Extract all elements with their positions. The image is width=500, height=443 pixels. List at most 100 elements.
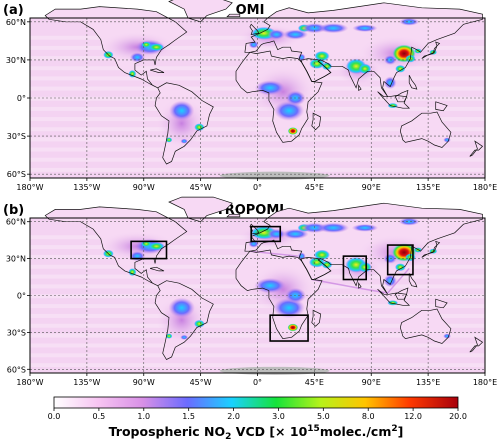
no2-hotspot [314, 51, 330, 62]
ship-track [387, 267, 410, 294]
coastline-australia [399, 308, 452, 344]
colorbar-tick-label: 0.0 [48, 412, 61, 421]
lon-label: 90°E [362, 378, 381, 387]
no2-hotspot [180, 138, 188, 144]
no2-hotspot [165, 137, 173, 143]
lon-label: 45°W [190, 183, 212, 192]
region-box-eastern-us [130, 240, 168, 260]
lat-label: 60°N [6, 18, 26, 27]
colorbar-tick-label: 20.0 [449, 412, 467, 421]
no2-hotspot [287, 127, 298, 135]
lon-label: 180°E [473, 378, 497, 387]
coastline-cuba [150, 266, 165, 272]
colorbar-tick-label: 1.0 [137, 412, 150, 421]
no2-hotspot [165, 333, 173, 339]
region-box-india [342, 255, 367, 281]
ship-track [358, 287, 388, 294]
no2-hotspot [358, 63, 372, 74]
colorbar-tick-label: 5.0 [317, 412, 330, 421]
map-frame [29, 217, 486, 374]
no2-hotspot [351, 223, 379, 232]
lat-label: 30°S [7, 132, 26, 141]
no2-hotspot [180, 334, 189, 340]
no2-hotspot [148, 242, 165, 251]
no2-hotspot [398, 218, 420, 226]
lon-label: 180°W [16, 378, 43, 387]
no2-hotspot [129, 52, 146, 63]
haze-band [30, 167, 485, 172]
no2-field [99, 218, 452, 345]
land-indonesia [377, 289, 410, 306]
panel-a-title: OMI [236, 3, 265, 18]
no2-hotspot [282, 29, 309, 40]
land-iceland [227, 14, 240, 17]
coastline-arabia-fix [301, 257, 332, 280]
lat-label: 30°N [6, 56, 26, 65]
land-greenland [169, 0, 233, 22]
no2-hotspot [148, 43, 164, 52]
coastline-cuba [150, 68, 165, 73]
no2-hotspot [318, 23, 349, 34]
map-tropomi: 60°N 30°N 0° 30°S 60°S 180°W 135°W 90°W 45°W 0° 45… [6, 196, 497, 387]
lon-label: 90°E [362, 183, 381, 192]
lon-label: 180°W [16, 183, 43, 192]
coastline-sri-lanka [358, 282, 362, 289]
lat-label: 60°S [7, 365, 26, 374]
land-madagascar [311, 310, 321, 327]
coastline-japan [421, 240, 441, 258]
coastline-philippines [408, 74, 418, 90]
coastline-eurasia [244, 2, 483, 97]
lat-label: 0° [17, 292, 26, 301]
no2-hotspot [254, 80, 286, 96]
no2-hotspot [443, 333, 452, 339]
lon-label: 135°W [73, 183, 100, 192]
coastline-madagascar [311, 309, 322, 327]
lon-label: 90°W [133, 378, 155, 387]
lon-label: 45°W [190, 378, 212, 387]
colorbar: 0.0 0.5 1.0 1.5 2.0 3.0 5.0 8.0 12.0 20.0 Troposp… [48, 396, 467, 442]
colorbar-ramp [53, 396, 459, 409]
haze-band [30, 323, 485, 328]
no2-hotspot [194, 319, 205, 328]
no2-hotspot [321, 260, 333, 269]
lon-label: 90°W [133, 183, 155, 192]
no2-hotspot [321, 62, 333, 71]
land-iceland [227, 214, 240, 217]
coastline-greenland [168, 196, 233, 223]
map-omi: 60°N 30°N 0° 30°S 60°S 180°W 135°W 90°W 45°W 0° 45… [6, 0, 497, 192]
coastline-new-zealand [469, 140, 484, 157]
region-box-east-china [386, 244, 414, 276]
panel-b-letter: (b) [3, 203, 24, 218]
no2-hotspot [273, 100, 305, 121]
lon-label: 0° [253, 378, 262, 387]
no2-hotspot [308, 257, 325, 268]
no2-hotspot [128, 70, 137, 78]
panel-a-letter: (a) [3, 3, 24, 18]
land-australia [400, 112, 451, 148]
region-box-europe [250, 225, 282, 243]
coastline-eurasia [244, 202, 483, 295]
no2-hotspot [194, 123, 205, 132]
colorbar-ticks: 0.0 0.5 1.0 1.5 2.0 3.0 5.0 8.0 12.0 20.0 [48, 408, 467, 421]
no2-hotspot [309, 58, 325, 69]
coastline-south-america [154, 82, 214, 165]
coastline-uk [249, 23, 260, 35]
coastline-greenland [168, 0, 233, 23]
no2-hotspot [267, 29, 286, 40]
lon-label: 0° [253, 183, 262, 192]
lat-label: 0° [17, 94, 26, 103]
coastline-png [435, 298, 448, 309]
coastline-new-zealand [469, 336, 484, 353]
no2-hotspot [395, 64, 406, 73]
land-indonesia [377, 91, 410, 109]
land-png [435, 101, 448, 111]
no2-hotspot [128, 268, 137, 277]
coastline-borneo [394, 287, 409, 300]
no2-hotspot [443, 137, 451, 143]
land-greenland [169, 197, 233, 222]
coastline-japan [421, 41, 441, 59]
haze-band [30, 363, 485, 368]
lat-label: 60°N [6, 218, 26, 227]
